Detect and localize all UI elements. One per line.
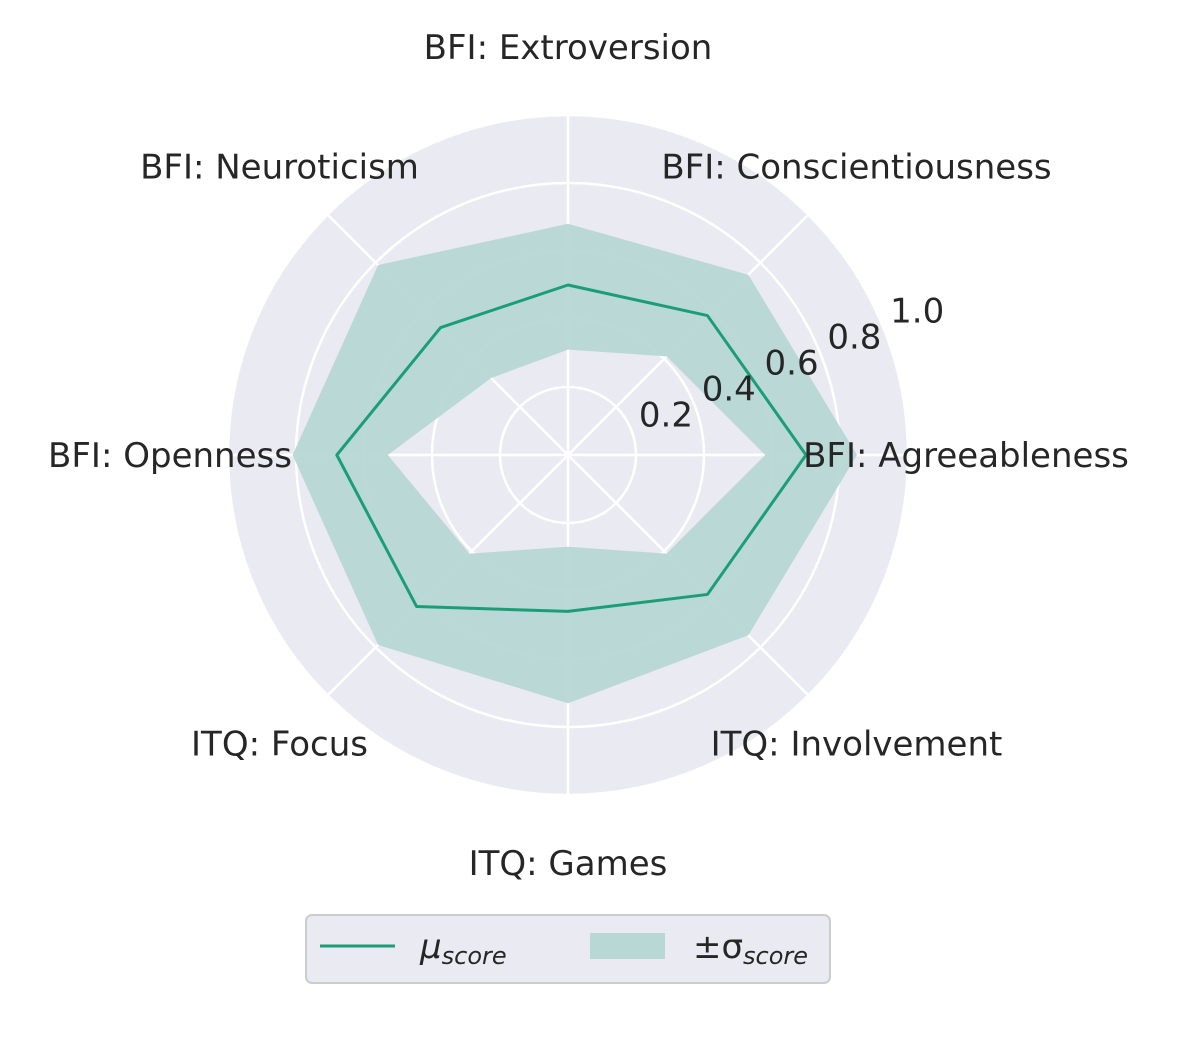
legend-std-symbol: ±σ <box>693 927 743 967</box>
rtick-label-2: 0.4 <box>702 369 756 409</box>
legend-std-swatch <box>590 933 665 959</box>
axis-label-6: ITQ: Focus <box>191 724 368 764</box>
axis-label-3: BFI: Extroversion <box>424 28 713 68</box>
axis-labels: BFI: Agreeableness BFI: Conscientiousness… <box>48 28 1129 884</box>
legend-mean-symbol: μ <box>419 927 442 967</box>
legend-std-label: ±σscore <box>693 927 808 970</box>
axis-label-2: BFI: Conscientiousness <box>661 148 1051 188</box>
axis-label-5: BFI: Openness <box>48 436 292 476</box>
axis-label-1: BFI: Agreeableness <box>803 436 1129 476</box>
axis-label-8: ITQ: Involvement <box>711 724 1003 764</box>
rtick-label-1: 0.2 <box>639 395 693 435</box>
mean-series <box>335 283 808 613</box>
legend-std-subscript: score <box>743 942 808 970</box>
radial-tick-labels: 0.20.40.60.81.0 <box>639 291 944 435</box>
rtick-label-4: 0.8 <box>827 317 881 357</box>
axis-label-7: ITQ: Games <box>469 844 668 884</box>
rtick-label-5: 1.0 <box>890 291 944 331</box>
legend: μscore ±σscore <box>305 914 831 984</box>
legend-mean-subscript: score <box>442 942 507 970</box>
rtick-label-3: 0.6 <box>765 343 819 383</box>
legend-mean-label: μscore <box>419 927 507 970</box>
axis-label-4: BFI: Neuroticism <box>140 148 419 188</box>
legend-frame <box>305 914 831 984</box>
